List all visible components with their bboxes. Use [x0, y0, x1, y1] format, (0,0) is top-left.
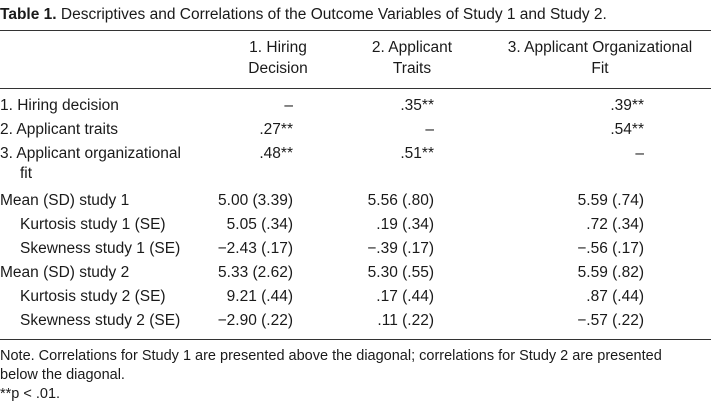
row-label: Mean (SD) study 2	[0, 264, 130, 281]
table-cell: 5.56 (.80)	[367, 192, 434, 209]
table-cell: .35**	[400, 97, 434, 114]
table-cell: 5.33 (2.62)	[218, 264, 293, 281]
table-note-continuation: below the diagonal.	[0, 367, 125, 383]
table-cell: 5.59 (.82)	[577, 264, 644, 281]
row-label: Skewness study 2 (SE)	[20, 312, 181, 329]
significance-note: **p < .01.	[0, 386, 61, 402]
table-cell: −2.90 (.22)	[217, 312, 293, 329]
column-header-applicant-traits: 2. Applicant Traits	[352, 37, 472, 79]
table-cell: 5.59 (.74)	[577, 192, 644, 209]
row-label: Kurtosis study 2 (SE)	[20, 288, 166, 305]
table-title: Descriptives and Correlations of the Out…	[60, 6, 607, 23]
table-note: Note. Correlations for Study 1 are prese…	[0, 348, 662, 364]
table-cell: .72 (.34)	[586, 216, 644, 233]
table-cell: .11 (.22)	[377, 312, 434, 329]
header-line: 2. Applicant	[371, 39, 453, 56]
row-label: Skewness study 1 (SE)	[20, 240, 181, 257]
header-line: 3. Applicant Organizational	[507, 39, 693, 56]
row-label: 2. Applicant traits	[0, 121, 119, 138]
header-line: 1. Hiring	[249, 39, 307, 56]
table-cell: .19 (.34)	[376, 216, 434, 233]
table-cell: –	[425, 121, 434, 138]
row-label-continuation: fit	[20, 165, 33, 182]
table-cell: .17 (.44)	[376, 288, 434, 305]
column-header-hiring-decision: 1. Hiring Decision	[218, 37, 338, 79]
table-cell: .48**	[259, 145, 293, 162]
table-cell: −.39 (.17)	[367, 240, 434, 257]
table-cell: 5.30 (.55)	[367, 264, 434, 281]
top-rule	[0, 30, 711, 31]
table-cell: 9.21 (.44)	[226, 288, 293, 305]
table-cell: −.57 (.22)	[577, 312, 644, 329]
header-line: Fit	[591, 60, 609, 77]
table-cell: 5.00 (3.39)	[218, 192, 293, 209]
header-line: Traits	[392, 60, 432, 77]
row-label: Kurtosis study 1 (SE)	[20, 216, 166, 233]
row-label: Mean (SD) study 1	[0, 192, 130, 209]
column-header-applicant-organizational-fit: 3. Applicant Organizational Fit	[495, 37, 705, 79]
row-label: 1. Hiring decision	[0, 97, 119, 114]
row-label: 3. Applicant organizational	[0, 145, 181, 162]
table-cell: –	[635, 145, 644, 162]
table-cell: –	[284, 97, 293, 114]
bottom-rule	[0, 339, 711, 340]
table-cell: .51**	[400, 145, 434, 162]
table-cell: −.56 (.17)	[577, 240, 644, 257]
table-cell: −2.43 (.17)	[217, 240, 293, 257]
table-cell: 5.05 (.34)	[226, 216, 293, 233]
header-line: Decision	[248, 60, 308, 77]
table-cell: .87 (.44)	[586, 288, 644, 305]
header-rule	[0, 88, 711, 89]
table-cell: .39**	[610, 97, 644, 114]
table-caption: Table 1. Descriptives and Correlations o…	[0, 6, 711, 24]
table-cell: .27**	[259, 121, 293, 138]
table-cell: .54**	[610, 121, 644, 138]
table-number: Table 1.	[0, 6, 57, 23]
